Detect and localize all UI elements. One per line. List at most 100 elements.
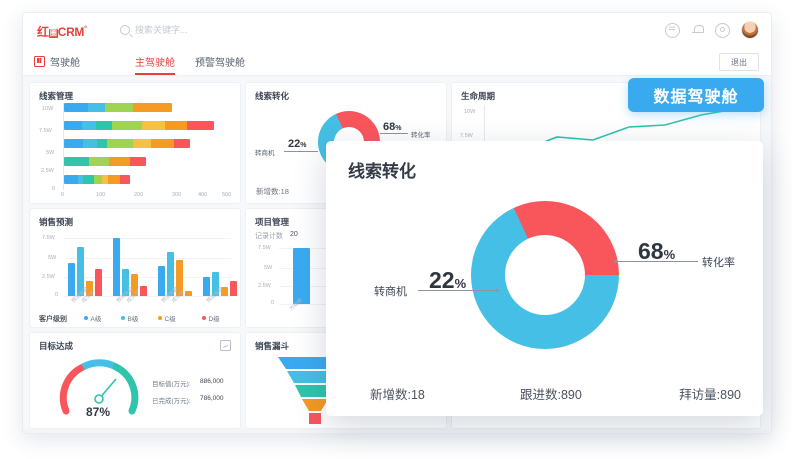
bar-b[interactable] (167, 252, 174, 296)
bar-c[interactable] (176, 260, 183, 296)
bar-segment (64, 103, 88, 112)
bar-segment (87, 103, 106, 112)
bar-segment (77, 175, 84, 184)
bar-segment (95, 121, 112, 130)
bar-c[interactable] (131, 274, 138, 296)
lead-conversion-modal[interactable]: 线索转化 68% 转化率 22% 转商机 新增数:18 跟进数:890 拜访量:… (326, 141, 763, 416)
bar-a[interactable] (113, 238, 120, 296)
logo-char-3: CRM (57, 25, 85, 39)
modal-right-percent: 68% (638, 238, 675, 265)
bar-segment (107, 175, 121, 184)
tab-cockpit[interactable]: 驾驶舱 (50, 58, 80, 69)
bar-a[interactable] (68, 263, 75, 296)
y-tick: 0 (52, 186, 56, 192)
y-tick: 0 (55, 292, 59, 298)
bar-segment (82, 121, 96, 130)
card-title: 销售预测 (39, 217, 74, 227)
edit-icon[interactable] (220, 340, 231, 351)
donut-hole (505, 235, 585, 315)
tab-main-cockpit[interactable]: 主驾驶舱 (135, 54, 175, 75)
legend-swatch (202, 316, 206, 320)
bar-1[interactable] (293, 248, 310, 304)
record-count-value: 20 (290, 231, 298, 238)
gridline (63, 296, 231, 297)
top-bar: 红圈CRM° 搜索关键字... (23, 13, 771, 49)
chat-icon[interactable] (665, 22, 680, 38)
footer-stat: 新增数:18 (256, 187, 289, 196)
legend-item-c[interactable]: C级 (158, 313, 176, 323)
avatar[interactable] (741, 21, 759, 39)
gridline (63, 238, 231, 239)
tab-alert-cockpit[interactable]: 预警驾驶舱 (195, 58, 245, 69)
bar-d[interactable] (230, 281, 237, 296)
y-tick: 7.5W (39, 128, 52, 134)
card-sales-forecast[interactable]: 销售预测 7.5W 5W 2.5W 0 (29, 208, 241, 328)
y-axis (63, 103, 64, 190)
modal-stat-visits: 拜访量:890 (679, 388, 741, 402)
legend-label: D级 (208, 316, 220, 323)
logout-button[interactable]: 退出 (719, 53, 759, 71)
card-goal-achievement[interactable]: 目标达成 87% 目标值(万元): 886,000 已完成(万元): 786,0… (29, 332, 241, 429)
bar-segment (187, 121, 214, 130)
y-tick: 10W (42, 106, 54, 112)
tab-bar: 驾驶舱 主驾驶舱 预警驾驶舱 (23, 49, 771, 76)
modal-right-percent-value: 68 (638, 238, 664, 264)
bar-b[interactable] (77, 247, 84, 296)
modal-stat-new: 新增数:18 (370, 388, 425, 402)
bar-a[interactable] (158, 266, 165, 296)
legend-item-d[interactable]: D级 (202, 313, 220, 323)
card-lead-management[interactable]: 线索管理 10W 7.5W 5W 2.5W 0 (29, 82, 241, 204)
legend-title: 客户级别 (39, 316, 67, 323)
gear-icon[interactable] (715, 22, 730, 38)
legend-label: B级 (127, 316, 139, 323)
horizontal-scrollbar[interactable] (23, 429, 771, 433)
stacked-bar-row[interactable] (64, 139, 190, 148)
bar-c[interactable] (86, 281, 93, 296)
stacked-bar-row[interactable] (64, 103, 172, 112)
callout-badge: 数据驾驶舱 (628, 78, 764, 112)
bar-a[interactable] (203, 277, 210, 296)
bar-d[interactable] (95, 269, 102, 296)
legend-item-b[interactable]: B级 (121, 313, 138, 323)
bar-segment (82, 139, 97, 148)
right-percent: 68% (383, 121, 401, 133)
leader-line (418, 290, 498, 291)
stacked-bar-row[interactable] (64, 121, 214, 130)
legend-item-a[interactable]: A级 (84, 313, 101, 323)
logo-char-2: 圈 (48, 29, 58, 38)
bar-segment (93, 175, 103, 184)
bell-icon[interactable] (691, 24, 704, 37)
bar-segment (164, 121, 187, 130)
bar-segment (64, 175, 78, 184)
search-input[interactable]: 搜索关键字... (120, 22, 310, 40)
right-percent-value: 68 (383, 121, 396, 133)
logo-superscript: ° (84, 26, 87, 33)
bar-segment (129, 157, 146, 166)
bar-b[interactable] (122, 269, 129, 296)
bar-segment (96, 139, 107, 148)
modal-left-label: 转商机 (374, 286, 407, 298)
gauge-chart[interactable] (58, 355, 142, 417)
stacked-bar-row[interactable] (64, 175, 130, 184)
right-percent-symbol: % (395, 125, 402, 132)
bar-c[interactable] (221, 287, 228, 296)
left-percent-symbol: % (300, 142, 307, 149)
app-logo[interactable]: 红圈CRM° (37, 23, 87, 40)
bar-d[interactable] (185, 291, 192, 296)
y-tick: 7.5W (42, 235, 55, 241)
modal-left-percent: 22% (429, 267, 466, 294)
bar-segment (105, 103, 134, 112)
x-tick: 400 (198, 192, 208, 198)
card-title: 销售漏斗 (255, 341, 290, 351)
target-value: 886,000 (200, 378, 224, 385)
modal-donut-chart[interactable] (471, 201, 619, 349)
bar-d[interactable] (140, 286, 147, 296)
modal-stat-followup: 跟进数:890 (520, 388, 582, 402)
card-title: 项目管理 (255, 217, 290, 227)
modal-left-percent-value: 22 (429, 267, 455, 293)
leader-line (380, 133, 408, 134)
stacked-bar-row[interactable] (64, 157, 146, 166)
bar-b[interactable] (212, 272, 219, 296)
bar-segment (133, 139, 151, 148)
